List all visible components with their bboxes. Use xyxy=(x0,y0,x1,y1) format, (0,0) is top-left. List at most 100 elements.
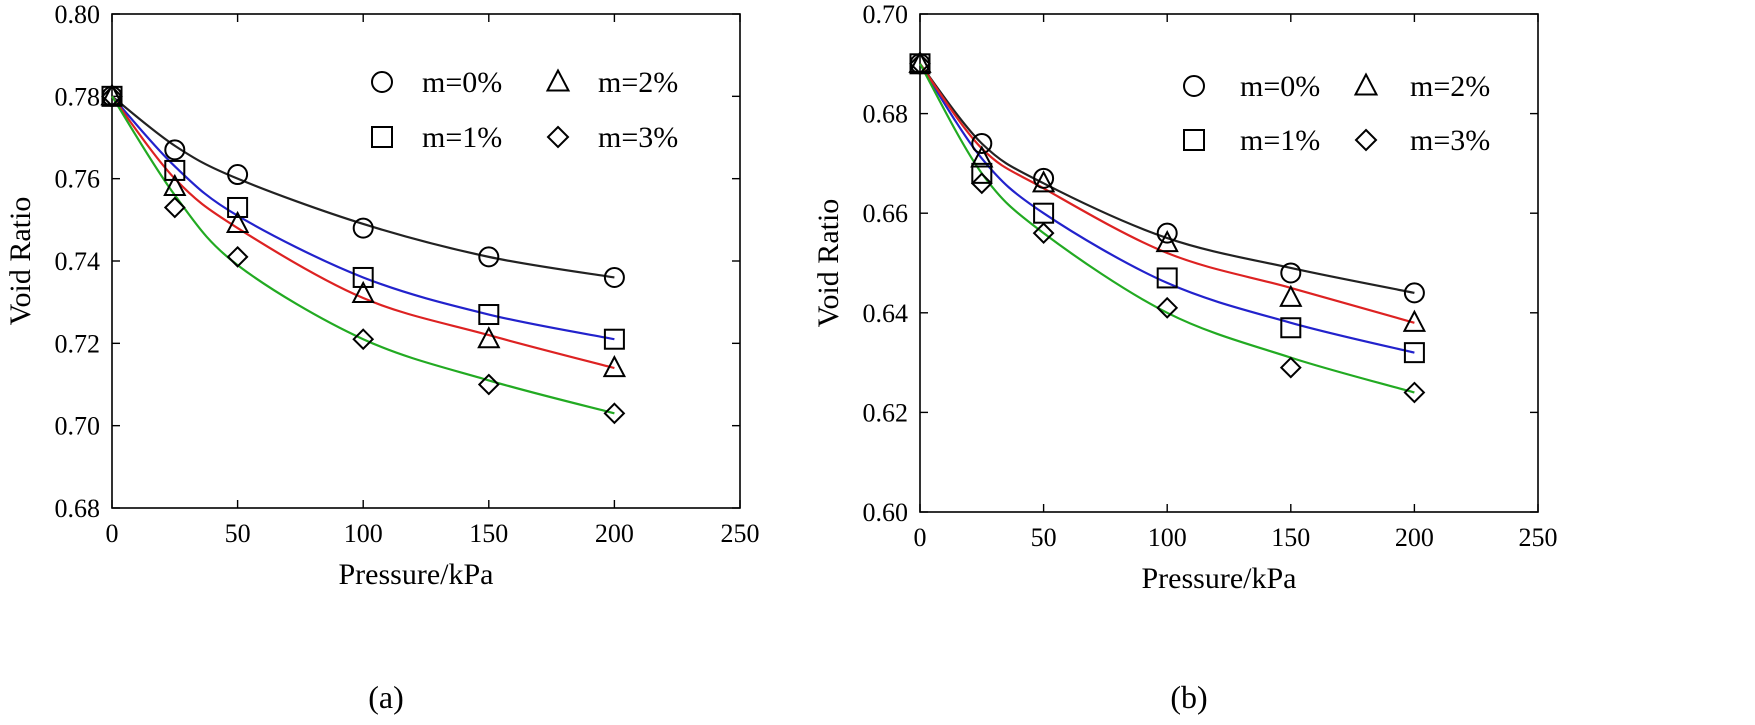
y-tick-label: 0.70 xyxy=(55,412,101,441)
legend-marker-square xyxy=(1183,129,1205,151)
data-point-triangle xyxy=(163,173,187,196)
data-point-square xyxy=(227,196,249,218)
x-tick-label: 50 xyxy=(225,519,251,548)
y-tick-label: 0.74 xyxy=(55,247,101,276)
fit-curve-m2 xyxy=(111,95,615,370)
x-tick-label: 0 xyxy=(914,523,927,552)
data-point-diamond xyxy=(226,245,249,268)
x-tick-label: 200 xyxy=(595,519,634,548)
fit-curve-m3 xyxy=(111,95,615,415)
x-tick-label: 250 xyxy=(1519,523,1558,552)
data-point-triangle xyxy=(1402,309,1427,332)
y-tick-label: 0.76 xyxy=(55,165,101,194)
data-point-triangle xyxy=(1031,170,1056,193)
data-point-circle xyxy=(352,217,374,239)
data-point-diamond xyxy=(477,373,500,396)
chart-panel-a: 0 50 100 150 200 250 0.68 0.70 0.72 0.74 0.76 0.78 0… xyxy=(4,0,760,715)
x-tick-label: 0 xyxy=(106,519,119,548)
data-point-diamond xyxy=(970,172,993,195)
data-point-diamond xyxy=(1032,222,1055,245)
legend-label: m=1% xyxy=(1240,124,1320,157)
data-point-triangle xyxy=(602,354,627,378)
y-tick-label: 0.68 xyxy=(55,494,101,523)
y-axis-title: Void Ratio xyxy=(812,199,845,328)
x-tick-label: 100 xyxy=(1148,523,1187,552)
data-point-circle xyxy=(1280,262,1302,284)
data-point-square xyxy=(164,159,186,181)
data-point-triangle xyxy=(100,83,124,106)
legend-marker-diamond xyxy=(546,125,570,149)
data-point-circle xyxy=(1033,167,1055,189)
fit-curve-m2 xyxy=(919,63,1415,324)
chart-panel-b: 0 50 100 150 200 250 0.60 0.62 0.64 0.66 0.68 0.70 P… xyxy=(812,0,1558,715)
y-axis-title: Void Ratio xyxy=(4,197,37,326)
legend-marker-triangle xyxy=(545,68,571,92)
data-point-square xyxy=(1156,267,1178,289)
x-tick-label: 200 xyxy=(1395,523,1434,552)
data-point-circle xyxy=(1156,222,1178,244)
legend-label: m=3% xyxy=(1410,124,1490,157)
legend-marker-circle xyxy=(1183,75,1205,97)
fit-curve-m3 xyxy=(919,63,1415,394)
fit-curve-m0 xyxy=(919,63,1415,294)
y-tick-label: 0.62 xyxy=(863,398,909,427)
legend-label: m=1% xyxy=(422,121,502,154)
y-tick-label: 0.68 xyxy=(863,100,909,129)
panel-label: (b) xyxy=(1170,679,1207,715)
y-tick-label: 0.64 xyxy=(863,299,909,328)
data-point-triangle xyxy=(908,50,932,73)
legend-label: m=3% xyxy=(598,121,678,154)
data-point-diamond xyxy=(909,52,931,75)
legend-marker-square xyxy=(371,126,393,148)
x-tick-label: 150 xyxy=(469,519,508,548)
legend-label: m=0% xyxy=(1240,70,1320,103)
data-point-diamond xyxy=(1279,356,1302,379)
data-point-triangle xyxy=(477,326,501,349)
legend-label: m=0% xyxy=(422,66,502,99)
data-point-diamond xyxy=(352,328,375,351)
data-point-triangle xyxy=(1155,230,1179,253)
x-tick-label: 100 xyxy=(344,519,383,548)
fit-curve-m1 xyxy=(111,95,615,341)
y-tick-label: 0.66 xyxy=(863,199,909,228)
plot-frame xyxy=(919,13,1539,513)
data-point-circle xyxy=(164,139,186,161)
y-tick-label: 0.60 xyxy=(863,498,909,527)
data-point-diamond xyxy=(1403,381,1426,404)
data-point-circle xyxy=(603,266,625,288)
data-point-square xyxy=(478,304,500,326)
y-tick-label: 0.70 xyxy=(863,0,909,29)
legend-marker-triangle xyxy=(1353,72,1379,96)
data-point-square xyxy=(1403,342,1425,364)
data-point-square xyxy=(971,162,993,184)
legend-marker-circle xyxy=(371,71,393,93)
data-point-circle xyxy=(227,164,249,186)
data-point-diamond xyxy=(1156,296,1179,319)
data-point-square xyxy=(352,266,374,288)
data-point-triangle xyxy=(351,280,375,304)
x-axis-title: Pressure/kPa xyxy=(1142,562,1297,595)
data-point-circle xyxy=(971,132,993,154)
y-tick-label: 0.80 xyxy=(55,0,101,29)
y-tick-label: 0.78 xyxy=(55,82,101,111)
data-point-triangle xyxy=(970,145,994,168)
legend-label: m=2% xyxy=(1410,70,1490,103)
data-point-triangle xyxy=(225,210,250,234)
panel-label: (a) xyxy=(368,679,404,715)
data-point-diamond xyxy=(101,85,123,108)
data-point-diamond xyxy=(163,196,186,219)
legend-marker-diamond xyxy=(1354,128,1378,152)
fit-curve-m1 xyxy=(919,63,1415,354)
x-axis-title: Pressure/kPa xyxy=(339,558,494,591)
x-tick-label: 150 xyxy=(1271,523,1310,552)
x-tick-label: 50 xyxy=(1031,523,1057,552)
legend-label: m=2% xyxy=(598,66,678,99)
data-point-triangle xyxy=(1279,284,1303,307)
data-point-circle xyxy=(478,246,500,268)
data-point-square xyxy=(1280,317,1302,339)
y-tick-label: 0.72 xyxy=(55,329,101,358)
data-point-square xyxy=(603,328,625,350)
fit-curve-m0 xyxy=(111,95,615,279)
x-tick-label: 250 xyxy=(721,519,760,548)
